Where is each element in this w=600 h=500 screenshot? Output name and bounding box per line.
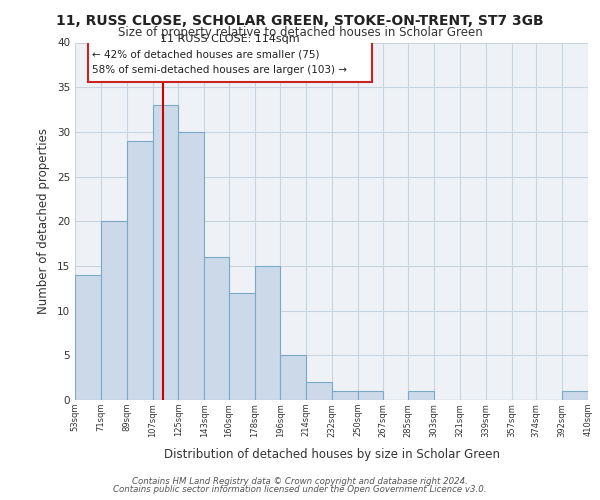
Bar — [152, 105, 178, 400]
Bar — [88, 30, 373, 82]
Bar — [409, 391, 434, 400]
Text: ← 42% of detached houses are smaller (75): ← 42% of detached houses are smaller (75… — [92, 50, 320, 59]
Bar — [307, 382, 332, 400]
Bar — [229, 292, 254, 400]
Text: 11, RUSS CLOSE, SCHOLAR GREEN, STOKE-ON-TRENT, ST7 3GB: 11, RUSS CLOSE, SCHOLAR GREEN, STOKE-ON-… — [56, 14, 544, 28]
Bar — [280, 356, 307, 400]
Bar — [254, 266, 280, 400]
Bar — [75, 275, 101, 400]
Bar — [332, 391, 358, 400]
Y-axis label: Number of detached properties: Number of detached properties — [37, 128, 50, 314]
Bar — [562, 391, 588, 400]
Text: 11 RUSS CLOSE: 114sqm: 11 RUSS CLOSE: 114sqm — [160, 34, 300, 44]
X-axis label: Distribution of detached houses by size in Scholar Green: Distribution of detached houses by size … — [163, 448, 499, 461]
Text: Size of property relative to detached houses in Scholar Green: Size of property relative to detached ho… — [118, 26, 482, 39]
Text: Contains public sector information licensed under the Open Government Licence v3: Contains public sector information licen… — [113, 485, 487, 494]
Bar — [127, 141, 152, 400]
Text: Contains HM Land Registry data © Crown copyright and database right 2024.: Contains HM Land Registry data © Crown c… — [132, 477, 468, 486]
Bar — [358, 391, 383, 400]
Bar — [101, 221, 127, 400]
Bar — [205, 257, 229, 400]
Bar — [178, 132, 205, 400]
Text: 58% of semi-detached houses are larger (103) →: 58% of semi-detached houses are larger (… — [92, 65, 347, 75]
